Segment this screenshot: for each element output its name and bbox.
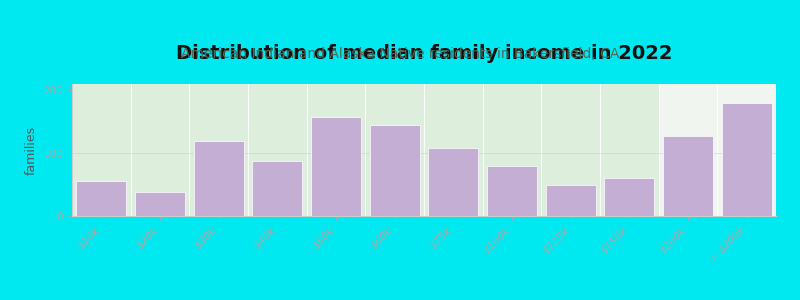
Bar	[72, 84, 658, 216]
Bar	[546, 184, 595, 216]
Bar	[311, 117, 361, 216]
Bar	[663, 136, 713, 216]
Bar	[605, 178, 654, 216]
Bar	[135, 192, 185, 216]
Text: American Indian and Alaska Native residents in Bakersfield, CA: American Indian and Alaska Native reside…	[181, 46, 619, 61]
Y-axis label: families: families	[25, 125, 38, 175]
Bar	[722, 103, 771, 216]
Bar	[429, 148, 478, 216]
Bar	[370, 125, 419, 216]
Bar	[77, 182, 126, 216]
Bar	[253, 161, 302, 216]
Bar	[487, 166, 537, 216]
Title: Distribution of median family income in 2022: Distribution of median family income in …	[176, 44, 672, 63]
Bar	[194, 141, 243, 216]
